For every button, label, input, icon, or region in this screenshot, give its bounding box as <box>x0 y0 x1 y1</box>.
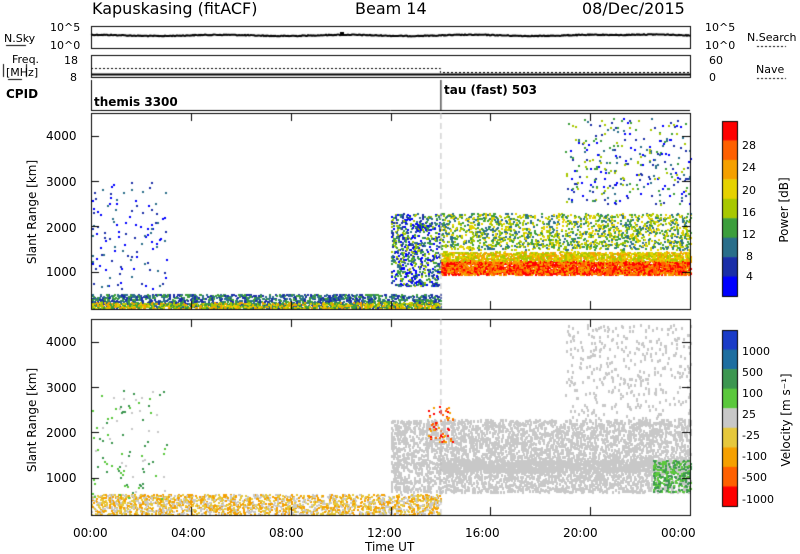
power-ylabel: Slant Range [km] <box>25 159 39 265</box>
freq-tick-bottom: 8 <box>70 71 77 84</box>
velocity-ytick-2000: 2000 <box>46 426 77 440</box>
cpid-label: CPID <box>6 87 39 101</box>
velocity-cb-tick-1000: 1000 <box>742 345 770 358</box>
velocity-ytick-3000: 3000 <box>46 381 77 395</box>
power-cb-label: Power [dB] <box>777 177 791 243</box>
power-ytick-4000: 4000 <box>46 129 77 143</box>
xlabel: Time UT <box>365 540 415 554</box>
velocity-cb-tick-500: 500 <box>742 366 763 379</box>
power-ytick-2000: 2000 <box>46 221 77 235</box>
cpid-segment-2: tau (fast) 503 <box>444 83 537 97</box>
velocity-ylabel: Slant Range [km] <box>25 367 39 473</box>
power-cb-tick-16: 16 <box>742 206 756 219</box>
velocity-ytick-1000: 1000 <box>46 471 77 485</box>
power-cb-tick-8: 8 <box>746 250 753 263</box>
velocity-cb-tick-25: 25 <box>742 408 756 421</box>
power-ytick-1000: 1000 <box>46 265 77 279</box>
nsearch-tick-bottom: 10^0 <box>705 39 736 52</box>
nave-tick-bottom: 0 <box>709 71 716 84</box>
velocity-cb-tick-minus100: -100 <box>742 450 767 463</box>
freq-unit: [MHz] <box>6 66 39 79</box>
nave-tick-top: 60 <box>709 54 723 67</box>
power-cb-tick-4: 4 <box>746 270 753 283</box>
xtick-0400: 04:00 <box>171 526 206 540</box>
nsky-label: N.Sky <box>4 32 36 45</box>
power-cb-tick-12: 12 <box>742 228 756 241</box>
beam-title: Beam 14 <box>355 0 427 18</box>
velocity-cb-label: Velocity [m s⁻¹] <box>779 373 793 467</box>
velocity-cb-tick-100: 100 <box>742 387 763 400</box>
power-cb-tick-24: 24 <box>742 161 756 174</box>
xtick-0000: 00:00 <box>73 526 108 540</box>
nave-label: Nave <box>756 63 785 76</box>
xtick-0800: 08:00 <box>269 526 304 540</box>
velocity-cb-tick-minus1000: -1000 <box>742 493 774 506</box>
power-ytick-3000: 3000 <box>46 175 77 189</box>
nsky-tick-bottom: 10^0 <box>50 39 81 52</box>
power-cb-tick-20: 20 <box>742 184 756 197</box>
nsky-tick-top: 10^5 <box>50 21 81 34</box>
velocity-cb-tick-minus25: -25 <box>742 429 760 442</box>
velocity-cb-tick-minus500: -500 <box>742 471 767 484</box>
xtick-1600: 16:00 <box>465 526 500 540</box>
station-title: Kapuskasing (fitACF) <box>92 0 258 18</box>
xtick-2000: 20:00 <box>563 526 598 540</box>
nsearch-label: N.Search <box>747 31 797 44</box>
xtick-1200: 12:00 <box>367 526 402 540</box>
velocity-ytick-4000: 4000 <box>46 335 77 349</box>
xtick-2400: 00:00 <box>661 526 696 540</box>
power-cb-tick-28: 28 <box>742 139 756 152</box>
date-title: 08/Dec/2015 <box>582 0 685 18</box>
nsearch-tick-top: 10^5 <box>705 21 736 34</box>
cpid-segment-1: themis 3300 <box>94 95 178 109</box>
freq-tick-top: 18 <box>64 54 78 67</box>
freq-label: Freq. <box>12 53 40 66</box>
